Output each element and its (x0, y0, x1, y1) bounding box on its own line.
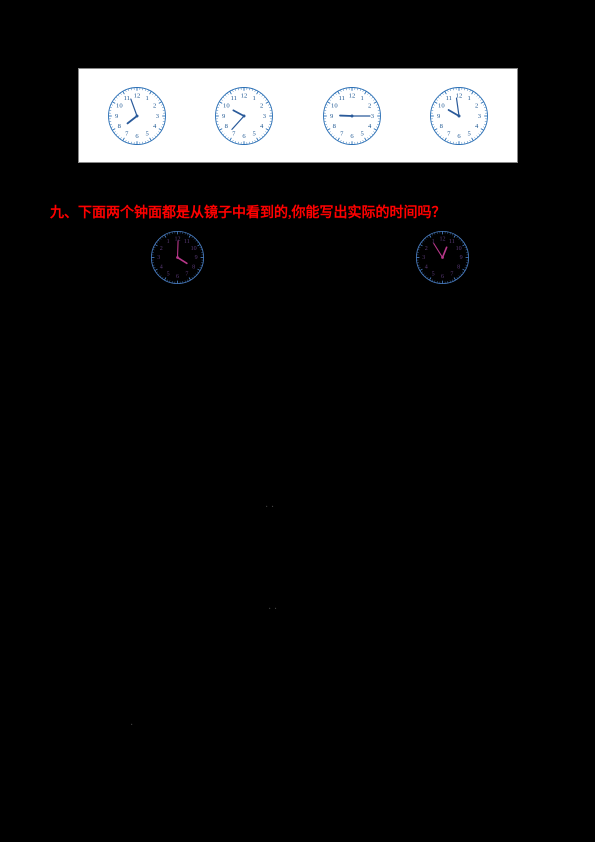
clock-face: 121234567891011 (214, 86, 274, 146)
clock-numeral: 5 (253, 130, 257, 137)
clock-row-box: 1212345678910111212345678910111212345678… (78, 68, 518, 163)
clock: 121234567891011 (429, 86, 489, 146)
clock-numeral: 1 (145, 95, 148, 102)
clock-numeral: 10 (331, 102, 338, 109)
clock-numeral: 11 (123, 95, 129, 102)
clock-numeral: 1 (360, 95, 363, 102)
clock-numeral: 3 (157, 255, 160, 261)
clock-face: 121110987654321 (415, 230, 470, 285)
clock-numeral: 4 (153, 123, 157, 130)
minute-hand (131, 99, 137, 116)
clock-numeral: 1 (167, 239, 170, 245)
clock-face: 121234567891011 (429, 86, 489, 146)
hour-hand (449, 110, 459, 116)
clock-numeral: 10 (116, 102, 123, 109)
clock-numeral: 2 (425, 246, 428, 252)
mirror-clock: 121110987654321 (415, 230, 470, 285)
minute-hand (457, 98, 460, 116)
clock-numeral: 6 (441, 274, 444, 280)
clock-numeral: 1 (253, 95, 256, 102)
clock-face: 12 1110 987654321 (150, 230, 205, 285)
clock-numeral: 8 (192, 265, 195, 271)
clock-face: 121234567891011 (107, 86, 167, 146)
clock-numeral: 6 (458, 133, 462, 140)
clock-numeral: 8 (117, 123, 121, 130)
clock-numeral: 8 (440, 123, 444, 130)
stray-dot: · · (265, 502, 274, 513)
clock-numeral: 12 (348, 92, 355, 99)
clock-numeral: 5 (167, 271, 170, 277)
clock-numeral: 4 (475, 123, 479, 130)
clock-numeral: 9 (115, 112, 119, 119)
clock-numeral: 12 (241, 92, 248, 99)
minute-hand (434, 244, 443, 258)
clock-numeral: 5 (145, 130, 149, 137)
clock-numeral: 10 (191, 246, 197, 252)
clock-numeral: 6 (243, 133, 247, 140)
clock-numeral: 9 (222, 112, 226, 119)
clock-numeral: 11 (338, 95, 344, 102)
clock-numeral: 11 (449, 239, 455, 245)
clock-numeral: 8 (457, 265, 460, 271)
clock-numeral: 2 (153, 102, 156, 109)
clock-numeral: 7 (450, 271, 453, 277)
clock-numeral: 9 (195, 255, 198, 261)
clock-numeral: 11 (231, 95, 237, 102)
clock-numeral: 5 (360, 130, 364, 137)
clock-numeral: 3 (422, 255, 425, 261)
minute-hand (178, 241, 179, 257)
clock-numeral: 10 (456, 246, 462, 252)
clock-numeral: 3 (156, 112, 160, 119)
question-nine: 九、下面两个钟面都是从镜子中看到的,你能写出实际的时间吗？ (50, 202, 446, 222)
clock-numeral: 10 (223, 102, 230, 109)
clock-numeral: 5 (468, 130, 472, 137)
clock-numeral: 4 (425, 265, 428, 271)
stray-dot: · (130, 720, 133, 731)
clock-numeral: 7 (185, 271, 188, 277)
clock-numeral: 6 (350, 133, 354, 140)
clock: 121234567891011 (107, 86, 167, 146)
clock-numeral: 8 (225, 123, 229, 130)
mirror-clock: 12 1110 987654321 (150, 230, 205, 285)
clock-numeral: 2 (475, 102, 478, 109)
clock-numeral: 12 (133, 92, 140, 99)
clock-face: 121234567891011 (322, 86, 382, 146)
clock-numeral: 1 (468, 95, 471, 102)
minute-hand (232, 116, 244, 129)
hour-hand (443, 247, 447, 257)
clock-numeral: 4 (368, 123, 372, 130)
mirror-clock-row: 121110987654321121110987654321 (150, 225, 470, 290)
clock-numeral: 7 (340, 130, 344, 137)
hour-hand (234, 110, 245, 116)
clock-numeral: 5 (432, 271, 435, 277)
clock-numeral: 6 (176, 274, 179, 280)
clock: 121234567891011 (322, 86, 382, 146)
stray-dot: · · (268, 604, 277, 615)
clock-numeral: 4 (160, 265, 163, 271)
clock-numeral: 3 (478, 112, 482, 119)
clock-numeral: 7 (447, 130, 451, 137)
hour-hand (178, 258, 187, 264)
clock-numeral: 9 (437, 112, 441, 119)
clock-numeral: 7 (232, 130, 236, 137)
clock-numeral: 2 (368, 102, 371, 109)
clock-numeral: 11 (446, 95, 452, 102)
clock-numeral: 9 (330, 112, 334, 119)
clock-numeral: 6 (135, 133, 139, 140)
clock-numeral: 12 (439, 236, 445, 242)
clock-numeral: 2 (260, 102, 263, 109)
clock-numeral: 3 (263, 112, 267, 119)
hour-hand (127, 116, 136, 123)
clock-numeral: 8 (332, 123, 336, 130)
clock-numeral: 7 (125, 130, 129, 137)
clock-numeral: 3 (371, 112, 375, 119)
clock-numeral: 9 (460, 255, 463, 261)
clock-numeral: 10 (438, 102, 445, 109)
clock-numeral: 12 (174, 236, 180, 242)
clock-numeral: 4 (260, 123, 264, 130)
clock-numeral: 2 (160, 246, 163, 252)
clock-numeral: 11 (184, 239, 190, 245)
clock: 121234567891011 (214, 86, 274, 146)
